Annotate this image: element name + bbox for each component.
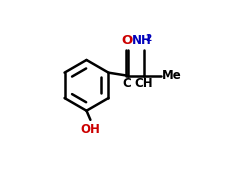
Text: C: C [122,77,131,90]
Text: Me: Me [162,69,182,82]
Text: OH: OH [80,123,100,136]
Text: 2: 2 [146,34,152,43]
Text: CH: CH [134,77,153,90]
Text: O: O [121,34,132,47]
Text: NH: NH [132,34,152,47]
